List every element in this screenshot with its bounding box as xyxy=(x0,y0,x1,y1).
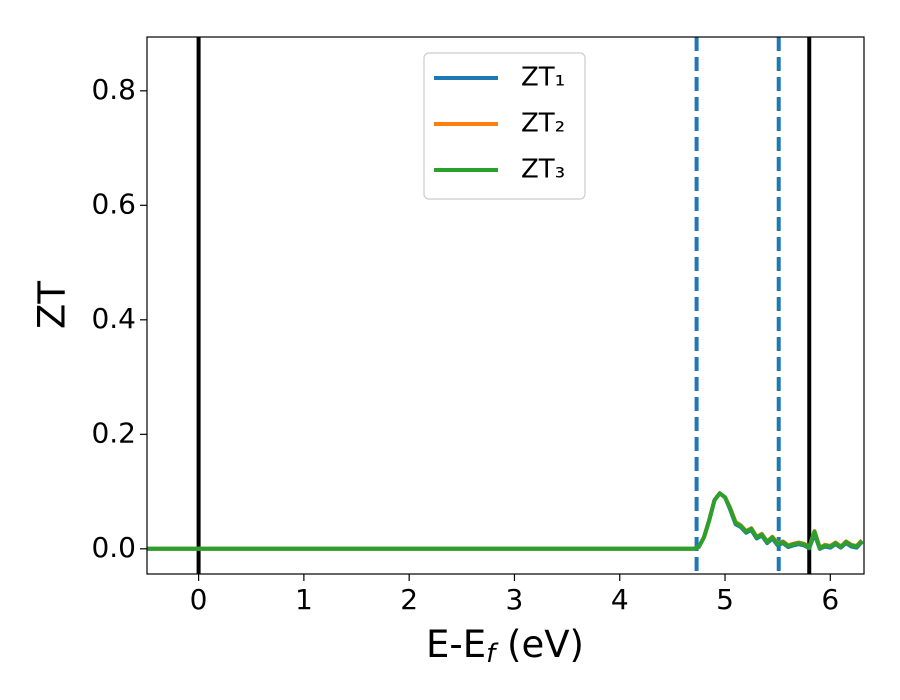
x-tick-label: 0 xyxy=(190,583,208,616)
y-tick-label: 0.8 xyxy=(91,73,136,106)
series-line xyxy=(147,491,864,551)
legend-label: ZT₁ xyxy=(521,63,565,93)
x-tick-label: 3 xyxy=(506,583,524,616)
y-tick-label: 0.6 xyxy=(91,187,136,220)
y-axis-label: ZT xyxy=(31,281,74,329)
x-tick-label: 2 xyxy=(400,583,418,616)
plot-area xyxy=(147,37,864,574)
y-tick-label: 0.4 xyxy=(91,302,136,335)
x-tick-label: 4 xyxy=(611,583,629,616)
y-tick-label: 0.2 xyxy=(91,416,136,449)
x-tick-label: 5 xyxy=(716,583,734,616)
legend-box xyxy=(423,52,586,200)
x-axis-label: E-Ef (eV) xyxy=(426,623,584,669)
y-tick-label: 0.0 xyxy=(91,531,136,564)
x-tick-label: 6 xyxy=(821,583,839,616)
axes-frame xyxy=(146,36,865,575)
legend-label: ZT₃ xyxy=(521,155,565,185)
legend-label: ZT₂ xyxy=(521,109,565,139)
x-tick-label: 1 xyxy=(295,583,313,616)
